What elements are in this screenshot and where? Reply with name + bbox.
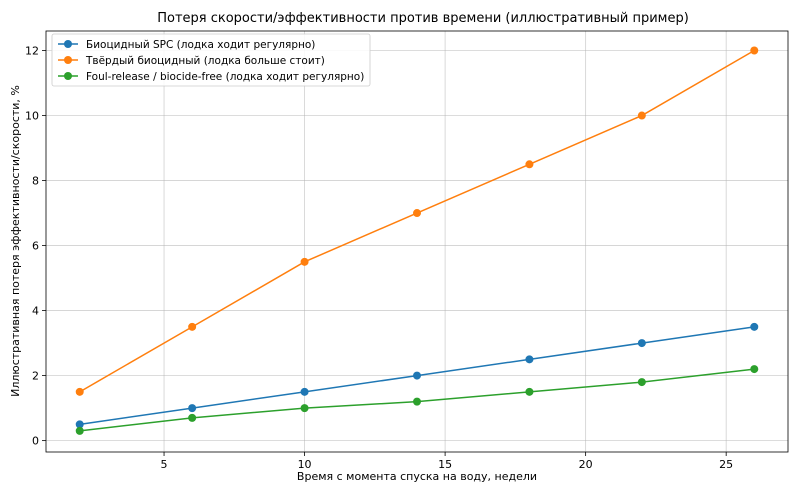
y-tick-label: 6 — [32, 240, 39, 253]
data-point — [750, 322, 759, 331]
data-point — [188, 413, 197, 422]
data-point — [188, 404, 197, 413]
legend-swatch-marker — [64, 72, 72, 80]
legend-item-2: Foul-release / biocide-free (лодка ходит… — [58, 71, 364, 83]
y-tick-label: 12 — [25, 45, 39, 58]
data-point — [750, 365, 759, 374]
series-1 — [75, 46, 759, 396]
data-point — [300, 387, 309, 396]
data-point — [750, 46, 759, 55]
y-tick-label: 8 — [32, 175, 39, 188]
x-tick-label: 25 — [719, 458, 733, 471]
data-point — [300, 257, 309, 266]
grid — [46, 31, 788, 452]
data-point — [637, 111, 646, 120]
legend-swatch-marker — [64, 56, 72, 64]
legend-box — [51, 33, 371, 87]
series-line — [79, 49, 755, 393]
y-tick-label: 0 — [32, 435, 39, 448]
data-point — [300, 404, 309, 413]
y-axis-label: Иллюстративная потеря эффективности/скор… — [9, 85, 22, 397]
x-tick-label: 10 — [298, 458, 312, 471]
data-point — [525, 160, 534, 169]
data-point — [413, 397, 421, 406]
legend: Биоцидный SPC (лодка ходит регулярно) Твё… — [51, 33, 371, 87]
plot-area — [45, 30, 789, 453]
legend-label: Биоцидный SPC (лодка ходит регулярно) — [86, 39, 315, 51]
data-point — [75, 426, 84, 435]
data-point — [525, 355, 534, 364]
y-tick-label: 2 — [32, 370, 39, 383]
legend-swatch-marker — [64, 40, 72, 48]
x-tick-label: 5 — [161, 458, 168, 471]
axis-ticks: 5 10 15 20 25 0 2 4 6 8 10 12 — [25, 45, 733, 471]
x-tick-label: 20 — [579, 458, 593, 471]
legend-label: Foul-release / biocide-free (лодка ходит… — [86, 71, 364, 83]
legend-label: Твёрдый биоцидный (лодка больше стоит) — [85, 55, 325, 67]
x-axis-label: Время с момента спуска на воду, недели — [297, 470, 537, 483]
series-lines — [75, 46, 759, 435]
data-point — [637, 378, 646, 387]
y-tick-label: 4 — [32, 305, 39, 318]
x-tick-label: 15 — [438, 458, 452, 471]
data-point — [413, 371, 421, 380]
legend-item-1: Твёрдый биоцидный (лодка больше стоит) — [58, 55, 325, 67]
y-tick-label: 10 — [25, 110, 39, 123]
data-point — [525, 387, 534, 396]
series-2 — [75, 365, 759, 435]
legend-item-0: Биоцидный SPC (лодка ходит регулярно) — [58, 39, 315, 51]
series-0 — [75, 322, 759, 429]
data-point — [637, 339, 646, 348]
chart-title: Потеря скорости/эффективности против вре… — [157, 11, 689, 26]
data-point — [413, 209, 421, 218]
data-point — [75, 420, 84, 429]
data-point — [188, 322, 197, 331]
data-point — [75, 387, 84, 396]
